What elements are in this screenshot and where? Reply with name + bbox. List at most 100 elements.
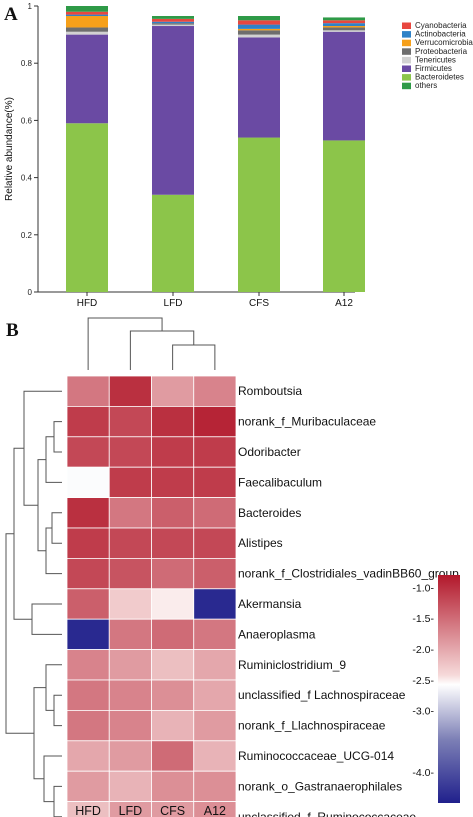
- row-label: unclassified_f Lachnospiraceae: [238, 688, 406, 702]
- heatmap-cell: [66, 740, 110, 772]
- heatmap-cell: [151, 710, 195, 742]
- heatmap-cell: [108, 527, 152, 559]
- bar-segment-verrucomicrobia: [66, 16, 108, 28]
- heatmap-cell: [108, 466, 152, 499]
- column-dendrogram-branch: [172, 344, 216, 370]
- row-dendrogram-branch: [45, 527, 62, 575]
- legend-swatch: [402, 31, 411, 38]
- bar-segment-tenericutes: [238, 34, 280, 38]
- heatmap-cell: [193, 588, 237, 620]
- legend-swatch: [402, 22, 411, 29]
- legend-label: Verrucomicrobia: [415, 38, 473, 47]
- heatmap-cell: [66, 405, 110, 438]
- column-dendrogram-branch: [129, 330, 195, 370]
- heatmap-cell: [193, 466, 237, 499]
- bar-segment-others: [66, 6, 108, 12]
- y-tick-label: 0.4: [21, 174, 33, 183]
- row-label: unclassified_f_Ruminococcaceae: [238, 810, 416, 817]
- bar-segment-firmicutes: [323, 31, 365, 141]
- heatmap-cell: [151, 527, 195, 559]
- row-dendrogram-branch: [53, 421, 62, 453]
- heatmap-cell: [193, 710, 237, 742]
- heatmap-cell: [151, 497, 195, 529]
- heatmap-cell: [151, 436, 195, 468]
- row-label: Alistipes: [238, 536, 283, 550]
- heatmap-cell: [66, 375, 110, 407]
- bar-segment-cyanobacteria: [66, 11, 108, 15]
- legend-swatch: [402, 65, 411, 72]
- x-category-label: LFD: [164, 298, 183, 309]
- column-label: HFD: [75, 804, 101, 817]
- bar-segment-tenericutes: [66, 31, 108, 35]
- heatmap-cell: [108, 497, 152, 529]
- bar-segment-actinobacteria: [323, 23, 365, 27]
- heatmap-cell: [66, 679, 110, 711]
- heatmap-cell: [108, 588, 152, 620]
- legend-label: Firmicutes: [415, 64, 452, 73]
- heatmap-cell: [108, 405, 152, 438]
- row-label: Ruminiclostridium_9: [238, 658, 346, 672]
- legend-swatch: [402, 74, 411, 81]
- bar-segment-proteobacteria: [238, 30, 280, 35]
- colorbar-tick-label: -1.5-: [412, 613, 434, 625]
- bar-segment-bacteroidetes: [66, 123, 108, 292]
- colorbar-tick-label: -3.0-: [412, 706, 434, 718]
- bar-segment-proteobacteria: [152, 23, 194, 25]
- heatmap-cell: [151, 558, 195, 590]
- y-tick-label: 1: [28, 2, 33, 11]
- heatmap-cell: [66, 527, 110, 559]
- column-label: A12: [204, 804, 226, 817]
- column-dendrogram: [87, 317, 216, 370]
- bar-segment-verrucomicrobia: [323, 26, 365, 28]
- row-label: Ruminococcaceae_UCG-014: [238, 749, 394, 763]
- heatmap-cell: [151, 740, 195, 772]
- heatmap-cell: [193, 527, 237, 559]
- colorbar-tick-label: -4.0-: [412, 767, 434, 779]
- bar-segment-bacteroidetes: [152, 194, 194, 292]
- colorbar-tick-label: -1.0-: [412, 582, 434, 594]
- column-label: CFS: [160, 804, 185, 817]
- column-label: LFD: [119, 804, 143, 817]
- column-dendrogram-branch: [87, 317, 163, 370]
- row-dendrogram-branch: [31, 603, 62, 635]
- row-dendrogram-branch: [53, 694, 62, 727]
- bar-segment-firmicutes: [152, 26, 194, 195]
- bar-segment-proteobacteria: [66, 27, 108, 32]
- bar-segment-actinobacteria: [152, 21, 194, 24]
- heatmap-cell: [193, 679, 237, 711]
- bar-segment-tenericutes: [152, 24, 194, 27]
- heatmap-cell: [151, 466, 195, 499]
- heatmap-cell: [66, 588, 110, 620]
- bar-segment-actinobacteria: [238, 24, 280, 29]
- panel-a-label: A: [4, 4, 18, 25]
- row-label: Odoribacter: [238, 445, 301, 459]
- legend-swatch: [402, 56, 411, 64]
- bar-segment-firmicutes: [66, 34, 108, 124]
- row-label: norank_o_Gastranaerophilales: [238, 779, 402, 793]
- heatmap-cell: [66, 618, 110, 651]
- colorbar-tick-label: -2.5-: [412, 675, 434, 687]
- heatmap-cell: [66, 497, 110, 529]
- y-tick-label: 0: [28, 288, 33, 297]
- bar-segment-actinobacteria: [66, 14, 108, 17]
- bar-segment-others: [238, 16, 280, 21]
- legend-label: Actinobacteria: [415, 30, 466, 39]
- row-label: Anaeroplasma: [238, 627, 316, 641]
- heatmap-cell: [151, 618, 195, 651]
- row-dendrogram-branch: [43, 755, 62, 803]
- heatmap-cell: [108, 375, 152, 407]
- legend-swatch: [402, 82, 411, 90]
- bar-segment-cyanobacteria: [323, 20, 365, 24]
- row-dendrogram-branch: [51, 512, 62, 544]
- heatmap-cell: [108, 710, 152, 742]
- stacked-bar-chart: Relative abundance(%) 0 0.2 0.4 0.6 0.8 1 HFD…: [4, 2, 473, 309]
- row-dendrogram: [5, 390, 62, 817]
- heatmap-cell: [193, 618, 237, 651]
- heatmap-cell: [193, 436, 237, 468]
- heatmap-cell: [108, 618, 152, 651]
- heatmap-cell: [193, 497, 237, 529]
- heatmap-cell: [66, 558, 110, 590]
- row-label: Faecalibaculum: [238, 475, 322, 489]
- bar-segment-bacteroidetes: [323, 140, 365, 292]
